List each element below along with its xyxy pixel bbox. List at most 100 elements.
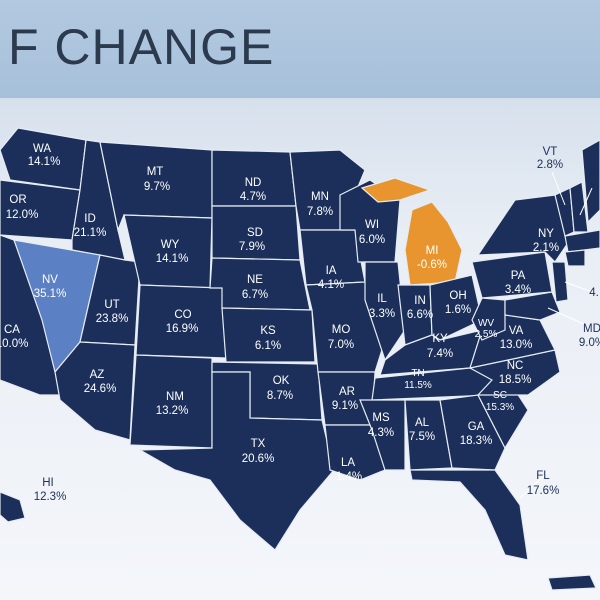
page-title: F CHANGE (8, 19, 275, 75)
state-mi-upper (360, 177, 432, 203)
label-ok-value: 8.7% (267, 390, 293, 402)
label-ga-abbr: GA (468, 421, 485, 433)
label-sd-abbr: SD (247, 227, 263, 239)
state-co (135, 284, 227, 359)
label-wy-value: 14.1% (156, 253, 189, 265)
label-sc-value: 15.3% (486, 402, 514, 413)
label-az-abbr: AZ (90, 369, 105, 381)
label-id-abbr: ID (84, 213, 96, 225)
label-wa-abbr: WA (33, 143, 51, 155)
leader-ne-mid (564, 281, 593, 293)
label-ne-abbr: NE (247, 274, 263, 286)
state-ga (439, 394, 506, 471)
label-wy-abbr: WY (161, 239, 180, 251)
label-wi-abbr: WI (365, 219, 379, 231)
header-band (0, 0, 600, 98)
label-il-abbr: IL (377, 293, 387, 305)
label-ar-abbr: AR (339, 386, 355, 398)
state-mi-lower (404, 201, 463, 286)
label-ar-value: 9.1% (332, 400, 358, 412)
label-wv-value: 2.5% (475, 329, 498, 340)
label-ia-abbr: IA (326, 265, 337, 277)
label-ca-abbr: CA (4, 324, 20, 336)
label-mi-value: -0.6% (417, 259, 447, 271)
label-co-abbr: CO (174, 309, 191, 321)
label-mo-abbr: MO (332, 324, 351, 336)
state-md (504, 291, 561, 321)
label-fl-abbr: FL (536, 470, 550, 482)
label-nv-value: 35.1% (34, 288, 67, 300)
label-nm-value: 13.2% (156, 405, 189, 417)
label-md-abbr: MD (583, 323, 600, 335)
label-nc-value: 18.5% (499, 374, 532, 386)
label-wa-value: 14.1% (28, 156, 61, 168)
label-il-value: 3.3% (369, 308, 395, 320)
label-in-abbr: IN (414, 295, 426, 307)
label-nv-abbr: NV (42, 274, 58, 286)
label-al-value: 7.5% (409, 431, 435, 443)
label-fl-value: 17.6% (527, 485, 560, 497)
label-md-value: 9.0% (579, 337, 600, 349)
state-ms (359, 399, 406, 471)
label-hi-abbr: HI (42, 477, 54, 489)
label-pa-abbr: PA (511, 270, 526, 282)
label-ga-value: 18.3% (460, 435, 493, 447)
label-oh-value: 1.6% (445, 304, 471, 316)
label-vt-abbr: VT (543, 146, 558, 158)
label-ca-value: 10.0% (0, 338, 28, 350)
label-wv-abbr: WV (478, 318, 494, 329)
label-tn-abbr: TN (411, 368, 424, 379)
label-wi-value: 6.0% (359, 234, 385, 246)
label-ms-value: 4.3% (368, 427, 394, 439)
label-pa-value: 3.4% (505, 284, 531, 296)
label-tx-value: 20.6% (242, 453, 275, 465)
label-az-value: 24.6% (84, 383, 117, 395)
label-or-value: 12.0% (6, 209, 39, 221)
state-il (364, 261, 406, 362)
label-mi-abbr: MI (426, 245, 439, 257)
label-al-abbr: AL (415, 417, 430, 429)
label-ny-value: 2.1% (533, 242, 559, 254)
label-mo-value: 7.0% (328, 339, 354, 351)
state-oh (429, 274, 483, 341)
label-mt-value: 9.7% (144, 181, 170, 193)
label-co-value: 16.9% (166, 323, 199, 335)
label-ut-abbr: UT (104, 299, 119, 311)
state-hi (0, 491, 26, 523)
state-fl (409, 469, 529, 561)
label-ne-value: 6.7% (242, 289, 268, 301)
label-ky-abbr: KY (432, 333, 448, 345)
label-ky-value: 7.4% (427, 348, 453, 360)
label-ms-abbr: MS (372, 412, 390, 424)
label-ia-value: 4.1% (318, 279, 344, 291)
label-la-abbr: LA (341, 457, 355, 469)
label-ne-mid-value: 4. (589, 287, 599, 299)
label-tx-abbr: TX (251, 438, 266, 450)
label-ne-top-value: 4. (589, 181, 599, 193)
label-in-value: 6.6% (407, 309, 433, 321)
label-ks-abbr: KS (260, 325, 276, 337)
label-hi-value: 12.3% (34, 491, 67, 503)
state-ky (379, 329, 483, 376)
label-ok-abbr: OK (273, 375, 290, 387)
puerto-rico (547, 574, 597, 591)
label-la-value: 1.4% (336, 471, 362, 483)
state-wa (0, 127, 87, 191)
leader-md (547, 307, 587, 326)
state-ma (564, 229, 600, 253)
label-ne-top-abbr: N (590, 167, 598, 179)
label-tn-value: 11.5% (404, 380, 432, 391)
label-ks-value: 6.1% (255, 340, 281, 352)
leader-fl (519, 471, 549, 499)
label-va-value: 13.0% (500, 339, 533, 351)
label-sd-value: 7.9% (239, 241, 265, 253)
state-tx (137, 371, 335, 551)
label-ut-value: 23.8% (96, 313, 129, 325)
state-az (54, 341, 136, 441)
state-la (324, 424, 386, 481)
label-oh-abbr: OH (449, 290, 466, 302)
label-nm-abbr: NM (166, 391, 184, 403)
state-ct (564, 249, 586, 267)
state-ks (221, 307, 316, 363)
